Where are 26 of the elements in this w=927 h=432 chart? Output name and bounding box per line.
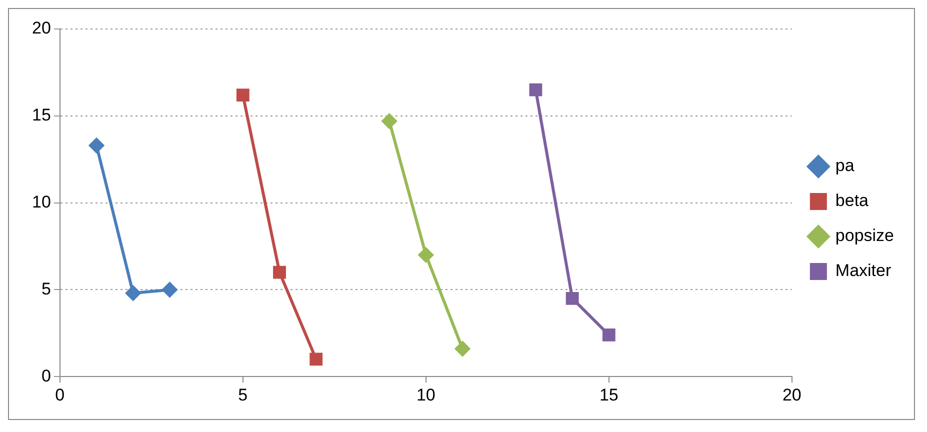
- legend-label: Maxiter: [835, 261, 892, 280]
- y-tick-label: 10: [32, 192, 51, 212]
- x-tick-label: 5: [238, 385, 248, 404]
- legend-label: beta: [835, 191, 870, 210]
- legend-label: pa: [835, 156, 855, 176]
- x-tick-label: 0: [55, 385, 65, 404]
- point: [310, 352, 323, 366]
- point: [236, 88, 250, 102]
- x-tick-label: 10: [416, 385, 436, 404]
- point: [566, 292, 579, 305]
- point: [418, 247, 434, 262]
- point: [382, 114, 397, 129]
- point: [126, 286, 141, 301]
- legend-label: popsize: [835, 226, 894, 246]
- x-tick-label: 15: [599, 385, 618, 404]
- x-tick-label: 20: [782, 385, 802, 404]
- y-tick-label: 0: [41, 366, 51, 386]
- point: [455, 341, 470, 356]
- y-tick-label: 15: [32, 106, 51, 125]
- point: [529, 83, 542, 96]
- point: [602, 328, 616, 342]
- point: [89, 138, 104, 153]
- point: [273, 266, 286, 279]
- point: [162, 282, 178, 298]
- y-tick-label: 5: [41, 279, 51, 298]
- y-tick-label: 20: [32, 18, 51, 38]
